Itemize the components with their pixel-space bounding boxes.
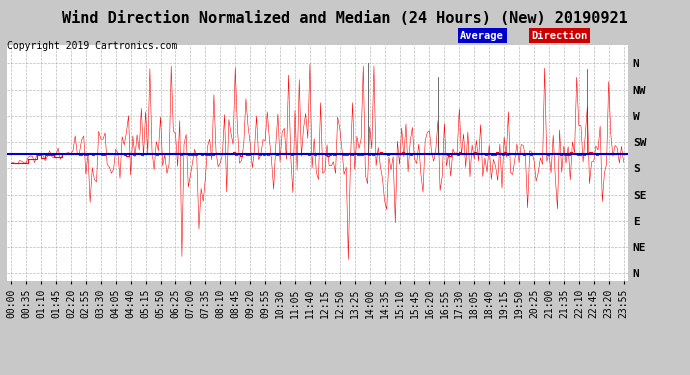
Text: Copyright 2019 Cartronics.com: Copyright 2019 Cartronics.com: [7, 41, 177, 51]
Text: Direction: Direction: [531, 31, 588, 41]
Text: Average: Average: [460, 31, 504, 41]
Text: Wind Direction Normalized and Median (24 Hours) (New) 20190921: Wind Direction Normalized and Median (24…: [62, 11, 628, 26]
